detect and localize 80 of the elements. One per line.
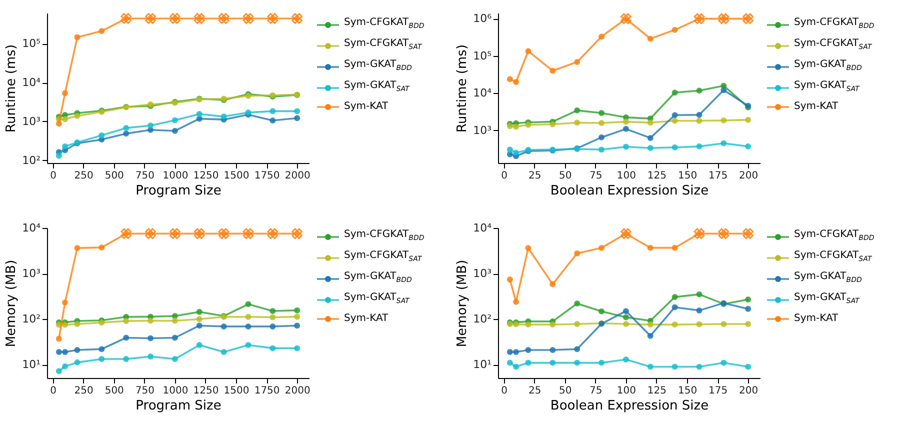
legend-label: Sym-GKAT$_{SAT}$ xyxy=(344,291,410,307)
x-tick-label: 500 xyxy=(104,386,124,396)
legend-label: Sym-CFGKAT$_{SAT}$ xyxy=(794,249,872,265)
x-tick-label: 175 xyxy=(708,386,728,396)
y-tick-label: 10² xyxy=(473,312,492,326)
legend-label: Sym-CFGKAT$_{SAT}$ xyxy=(794,37,872,53)
legend-label: Sym-KAT xyxy=(344,100,388,114)
x-tick-label: 1250 xyxy=(193,170,219,182)
legend-label: Sym-GKAT$_{SAT}$ xyxy=(344,79,410,95)
y-tick-label: 10⁴ xyxy=(22,76,42,90)
legend-label: Sym-CFGKAT$_{BDD}$ xyxy=(344,16,424,32)
x-tick-label: 1750 xyxy=(254,170,280,182)
x-tick-label: 250 xyxy=(74,170,94,182)
x-tick-label: 1750 xyxy=(254,386,280,396)
x-tick-label: 100 xyxy=(616,386,636,396)
y-tick-label: 10² xyxy=(22,154,40,167)
y-axis-title: Runtime (ms) xyxy=(4,44,20,133)
legend-label: Sym-GKAT$_{SAT}$ xyxy=(794,291,860,307)
legend-label: Sym-KAT xyxy=(344,312,388,326)
x-tick-label: 2000 xyxy=(284,386,310,396)
legend-label: Sym-CFGKAT$_{BDD}$ xyxy=(794,228,874,244)
x-tick-label: 2000 xyxy=(284,170,310,182)
x-axis-title: Program Size xyxy=(136,184,222,198)
x-tick-label: 1500 xyxy=(224,386,250,396)
x-tick-label: 1500 xyxy=(224,170,250,182)
y-tick-label: 10² xyxy=(22,312,40,326)
x-tick-label: 50 xyxy=(559,386,572,396)
y-axis-title: Memory (MB) xyxy=(4,260,20,348)
x-tick-label: 150 xyxy=(678,170,698,182)
x-tick-label: 0 xyxy=(501,170,508,182)
y-axis-title: Memory (MB) xyxy=(455,260,470,348)
x-tick-label: 0 xyxy=(501,386,508,396)
y-tick-label: 10⁶ xyxy=(473,12,492,26)
x-tick-label: 750 xyxy=(135,170,154,182)
x-axis-title: Program Size xyxy=(136,398,222,414)
x-axis-title: Boolean Expression Size xyxy=(550,398,709,414)
legend-label: Sym-GKAT$_{SAT}$ xyxy=(794,79,860,95)
y-tick-label: 10¹ xyxy=(473,358,492,372)
x-tick-label: 50 xyxy=(559,170,572,182)
x-tick-label: 125 xyxy=(647,386,667,396)
x-tick-label: 175 xyxy=(708,170,728,182)
x-tick-label: 125 xyxy=(647,170,667,182)
x-tick-label: 0 xyxy=(50,170,56,182)
x-tick-label: 500 xyxy=(104,170,124,182)
x-tick-label: 200 xyxy=(739,170,758,182)
y-tick-label: 10¹ xyxy=(22,358,40,372)
y-tick-label: 10³ xyxy=(22,114,40,128)
legend-label: Sym-GKAT$_{BDD}$ xyxy=(344,58,412,74)
x-tick-label: 200 xyxy=(739,386,758,396)
x-tick-label: 25 xyxy=(528,386,542,396)
x-tick-label: 1000 xyxy=(162,386,188,396)
x-tick-label: 1250 xyxy=(193,386,219,396)
y-axis-title: Runtime (ms) xyxy=(455,44,470,133)
y-tick-label: 10⁵ xyxy=(473,49,492,62)
x-tick-label: 0 xyxy=(50,386,56,396)
y-tick-label: 10⁵ xyxy=(22,37,40,50)
y-tick-label: 10⁴ xyxy=(473,86,492,100)
y-tick-label: 10³ xyxy=(473,267,492,280)
x-tick-label: 75 xyxy=(590,386,602,396)
x-tick-label: 250 xyxy=(74,386,94,396)
x-tick-label: 750 xyxy=(135,386,154,396)
legend-label: Sym-KAT xyxy=(794,100,838,114)
x-tick-label: 150 xyxy=(678,386,698,396)
legend-label: Sym-CFGKAT$_{SAT}$ xyxy=(344,37,422,53)
legend-label: Sym-KAT xyxy=(794,312,838,326)
x-tick-label: 25 xyxy=(528,170,542,182)
legend-label: Sym-GKAT$_{BDD}$ xyxy=(794,270,862,286)
legend-label: Sym-GKAT$_{BDD}$ xyxy=(344,270,412,286)
y-tick-label: 10⁴ xyxy=(473,222,492,234)
x-tick-label: 100 xyxy=(616,170,636,182)
legend-label: Sym-CFGKAT$_{BDD}$ xyxy=(794,16,874,32)
x-tick-label: 1000 xyxy=(162,170,188,182)
legend-label: Sym-CFGKAT$_{SAT}$ xyxy=(344,249,422,265)
x-tick-label: 75 xyxy=(590,170,602,182)
x-axis-title: Boolean Expression Size xyxy=(550,184,709,198)
legend-label: Sym-GKAT$_{BDD}$ xyxy=(794,58,862,74)
y-tick-label: 10³ xyxy=(22,267,40,280)
y-tick-label: 10³ xyxy=(473,124,492,137)
legend-label: Sym-CFGKAT$_{BDD}$ xyxy=(344,228,424,244)
y-tick-label: 10⁴ xyxy=(22,222,42,234)
